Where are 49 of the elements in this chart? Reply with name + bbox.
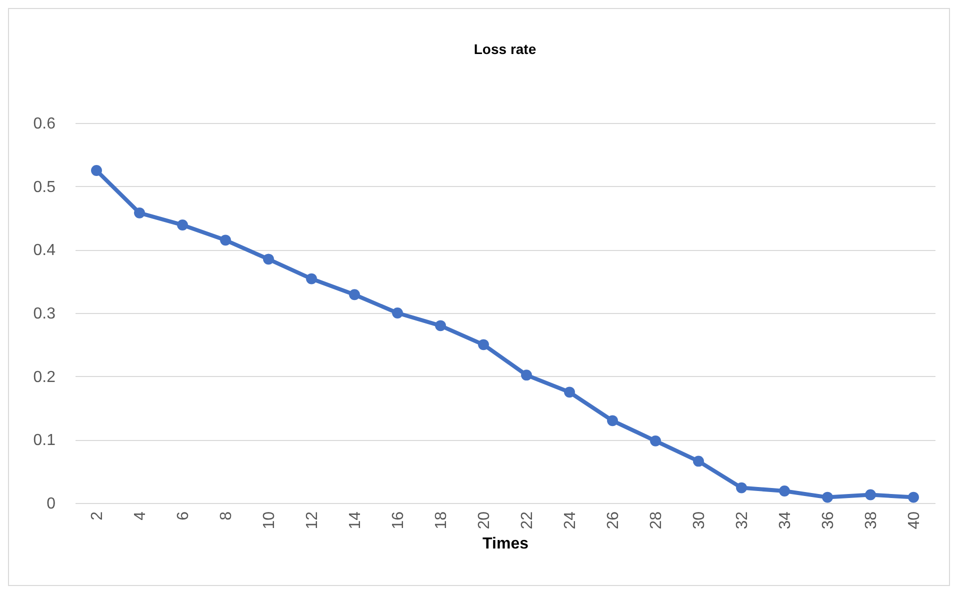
point: [435, 320, 446, 332]
x-tick-label: 22: [519, 511, 536, 530]
point: [306, 273, 317, 284]
point: [693, 456, 704, 467]
x-tick-label: 40: [906, 511, 923, 530]
point: [779, 486, 790, 496]
x-tick-label: 14: [347, 511, 364, 530]
x-tick-label: 8: [218, 511, 235, 520]
x-tick-label: 38: [863, 511, 880, 530]
x-tick-label: 4: [132, 511, 149, 520]
x-tick-label: 10: [261, 511, 278, 530]
x-tick-label: 32: [734, 511, 751, 530]
point: [91, 165, 102, 176]
y-tick-label: 0.3: [33, 306, 56, 322]
x-tick-label: 2: [89, 511, 106, 520]
point: [607, 415, 618, 426]
point: [822, 492, 833, 503]
y-tick-label: 0.6: [33, 116, 56, 132]
x-tick-label: 28: [648, 511, 665, 530]
y-tick-label: 0.1: [33, 432, 56, 450]
y-tick-label: 0.4: [33, 242, 56, 260]
point: [392, 308, 403, 318]
point: [263, 254, 274, 265]
point: [177, 220, 188, 230]
point: [865, 489, 876, 500]
y-tick-label: 0.5: [33, 178, 56, 196]
x-tick-label: 20: [476, 511, 493, 530]
point: [908, 492, 919, 503]
point: [736, 482, 747, 494]
x-tick-label: 30: [691, 511, 708, 530]
point: [220, 234, 231, 246]
point: [521, 370, 532, 381]
x-tick-label: 34: [777, 511, 794, 530]
y-tick-label: 0: [46, 496, 56, 512]
point: [650, 435, 661, 446]
point: [478, 339, 489, 350]
x-tick-label: 18: [433, 511, 450, 530]
x-tick-label: 12: [304, 511, 321, 530]
chart-title: Loss rate: [474, 41, 536, 57]
x-tick-label: 16: [390, 511, 407, 530]
point: [349, 289, 360, 300]
x-tick-label: 6: [175, 511, 192, 520]
point: [134, 207, 145, 218]
x-tick-label: 36: [820, 511, 837, 530]
x-tick-label: 26: [605, 511, 622, 530]
x-tick-label: 24: [562, 511, 579, 530]
x-axis-title: Times: [482, 535, 529, 552]
y-tick-label: 0.2: [33, 368, 56, 386]
point: [564, 386, 575, 398]
